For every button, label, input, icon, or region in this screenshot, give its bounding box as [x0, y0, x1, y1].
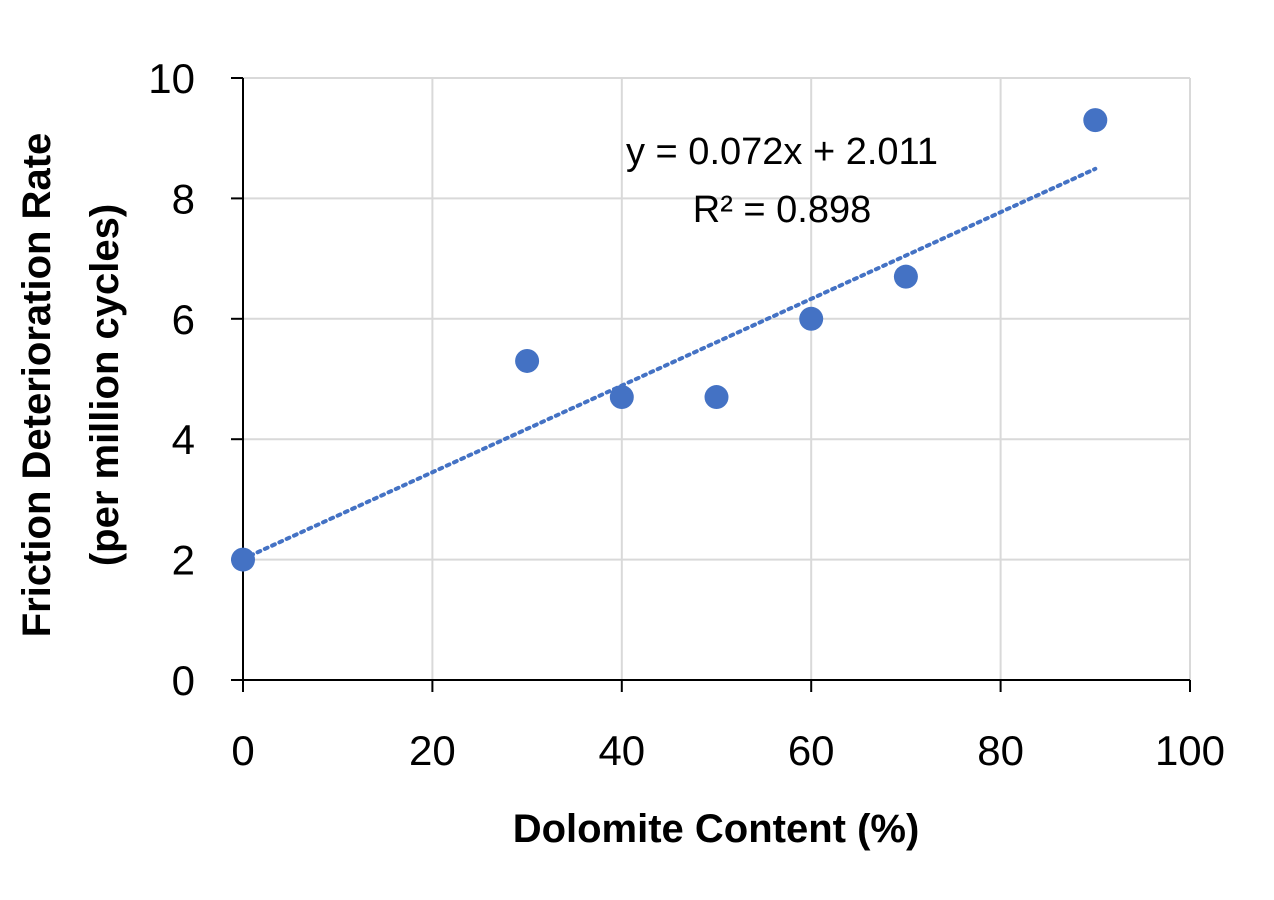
- data-point: [609, 385, 634, 410]
- x-tick-label: 40: [598, 727, 645, 774]
- x-tick-label: 0: [231, 727, 254, 774]
- y-tick-label: 8: [172, 175, 195, 222]
- x-tick-labels: 0 20 40 60 80 100: [231, 727, 1225, 774]
- data-point: [231, 547, 255, 572]
- data-point: [1083, 108, 1108, 133]
- data-point: [515, 348, 540, 373]
- y-tick-label: 4: [172, 416, 195, 463]
- data-point: [704, 385, 729, 410]
- x-axis-title: Dolomite Content (%): [513, 807, 920, 851]
- data-point: [799, 306, 824, 331]
- y-tick-label: 0: [172, 657, 195, 704]
- trendline-equation: y = 0.072x + 2.011: [626, 131, 938, 173]
- trendline-r-squared: R² = 0.898: [693, 189, 872, 231]
- trendline: [241, 166, 1098, 561]
- y-tick-label: 10: [148, 55, 195, 102]
- y-tick-label: 2: [172, 537, 195, 584]
- data-points: [231, 108, 1108, 572]
- y-tick-labels: 0 2 4 6 8 10: [148, 55, 195, 704]
- y-tick-label: 6: [172, 296, 195, 343]
- x-tick-label: 80: [977, 727, 1024, 774]
- x-tick-label: 20: [409, 727, 456, 774]
- x-tick-label: 60: [788, 727, 835, 774]
- x-tick-label: 100: [1155, 727, 1225, 774]
- data-point: [893, 264, 918, 289]
- y-axis-title-line2: (per million cycles): [83, 204, 127, 566]
- y-axis-title-line1: Friction Deterioration Rate: [15, 133, 59, 638]
- trendline-group: [241, 166, 1098, 561]
